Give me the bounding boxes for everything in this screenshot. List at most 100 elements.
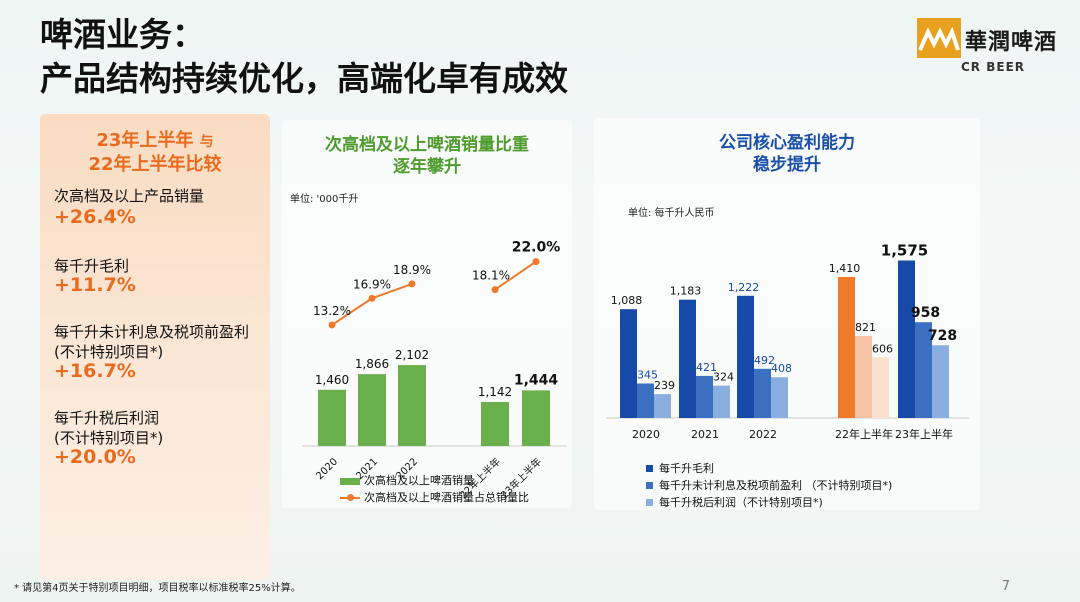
bar — [679, 299, 696, 418]
chart2-title: 公司核心盈利能力 稳步提升 — [719, 133, 855, 175]
logo-mark-icon — [917, 18, 961, 58]
bar-value-label: 492 — [754, 354, 775, 367]
share-label: 22.0% — [512, 240, 561, 256]
share-label: 13.2% — [313, 304, 351, 318]
bar — [872, 357, 889, 418]
metric-value: +26.4% — [54, 206, 136, 228]
metric-value: +11.7% — [54, 274, 136, 296]
bar-value-label: 821 — [855, 321, 876, 334]
chart1-svg: 1,46020201,86620212,10220221,14222年上半年1,… — [302, 240, 567, 501]
bar-value-label: 1,866 — [355, 357, 389, 371]
comparison-heading-line1: 23年上半年 与 — [40, 126, 270, 152]
bar — [318, 389, 346, 446]
bar — [737, 295, 754, 418]
bar-value-label: 958 — [911, 305, 940, 321]
bar — [771, 377, 788, 418]
bar-value-label: 728 — [928, 328, 957, 344]
bar-value-label: 1,142 — [478, 385, 512, 399]
legend-line-icon — [340, 494, 360, 501]
comparison-heading-connector: 与 — [199, 134, 214, 150]
legend-item-bar: 次高档及以上啤酒销量 — [340, 472, 529, 489]
bar — [915, 322, 932, 418]
legend-label: 每千升未计利息及税项前盈利 （不计特别项目*) — [659, 479, 893, 492]
bar-value-label: 1,222 — [728, 281, 760, 294]
x-tick-label: 2020 — [632, 428, 660, 441]
bar-value-label: 1,183 — [670, 285, 702, 298]
share-label: 18.1% — [472, 269, 510, 283]
metric-value: +20.0% — [54, 446, 136, 468]
legend-swatch-icon — [646, 482, 653, 489]
share-point — [328, 321, 336, 329]
x-tick-label: 22年上半年 — [835, 427, 893, 441]
premium-volume-chart-panel: 次高档及以上啤酒销量比重 逐年攀升 单位: '000千升 1,460 2020 1,… — [282, 120, 572, 508]
comparison-heading-period: 23年上半年 — [96, 130, 194, 151]
chart1-title: 次高档及以上啤酒销量比重 逐年攀升 — [325, 135, 529, 177]
legend-item: 每千升未计利息及税项前盈利 （不计特别项目*) — [646, 477, 892, 494]
bar — [398, 365, 426, 446]
bar — [481, 402, 509, 446]
bar — [838, 277, 855, 418]
bar — [855, 335, 872, 418]
bar-value-label: 1,575 — [881, 242, 928, 260]
metric-label: 每千升未计利息及税项前盈利 (不计特别项目*) — [54, 323, 250, 361]
legend-item-line: 次高档及以上啤酒销量占总销量比 — [340, 489, 529, 506]
bar-value-label: 1,460 — [315, 373, 349, 387]
share-label: 18.9% — [393, 263, 431, 277]
x-tick-label: 2020 — [314, 456, 340, 482]
page-title-line1: 啤酒业务： — [40, 15, 205, 54]
bar-value-label: 408 — [771, 362, 792, 375]
profitability-chart-panel: 公司核心盈利能力 稳步提升 单位: 每千升人民币 1,088 345 239 2020… — [594, 118, 980, 510]
page-title-line2: 产品结构持续优化，高端化卓有成效 — [40, 59, 568, 98]
share-point — [532, 258, 540, 266]
share-point — [368, 294, 376, 302]
metric-label: 每千升税后利润 (不计特别项目*) — [54, 409, 164, 447]
bar — [654, 394, 671, 418]
comparison-heading-line2: 22年上半年比较 — [88, 154, 222, 175]
page-number: 7 — [1001, 579, 1010, 594]
share-point — [408, 280, 416, 288]
x-tick-label: 23年上半年 — [895, 427, 953, 441]
chart1-legend: 次高档及以上啤酒销量 次高档及以上啤酒销量占总销量比 — [340, 472, 529, 506]
bar-value-label: 421 — [696, 361, 717, 374]
metric-label: 次高档及以上产品销量 — [54, 187, 205, 205]
bar — [620, 309, 637, 418]
bar — [898, 260, 915, 418]
bar-value-label: 324 — [713, 371, 734, 384]
legend-label: 次高档及以上啤酒销量 — [364, 474, 474, 487]
share-point — [491, 286, 499, 294]
legend-label: 次高档及以上啤酒销量占总销量比 — [364, 491, 529, 504]
share-line — [494, 260, 537, 291]
legend-swatch-icon — [646, 499, 653, 506]
x-tick-label: 2021 — [691, 428, 719, 441]
legend-label: 每千升税后利润（不计特别项目*) — [659, 496, 823, 509]
bar-value-label: 1,088 — [611, 294, 643, 307]
bar-value-label: 239 — [654, 379, 675, 392]
cr-beer-logo: 華潤啤酒 CR BEER — [917, 18, 1056, 80]
chart2-legend: 每千升毛利 每千升未计利息及税项前盈利 （不计特别项目*) 每千升税后利润（不计… — [646, 460, 892, 511]
chart1-unit: 单位: '000千升 — [290, 194, 359, 205]
bar — [696, 375, 713, 418]
bar-value-label: 345 — [637, 369, 658, 382]
bar — [932, 345, 949, 418]
footnote: * 请见第4页关于特别项目明细，项目税率以标准税率25%计算。 — [14, 583, 301, 594]
comparison-panel: 23年上半年 与 22年上半年比较 次高档及以上产品销量 +26.4% 每千升毛… — [40, 114, 270, 580]
legend-item: 每千升毛利 — [646, 460, 892, 477]
logo-name: 華潤啤酒 — [965, 30, 1058, 55]
bar-value-label: 1,444 — [514, 372, 559, 388]
bar — [713, 385, 730, 418]
bar — [358, 374, 386, 446]
bar — [522, 390, 550, 446]
bar-value-label: 2,102 — [395, 348, 429, 362]
legend-swatch-icon — [340, 477, 360, 485]
bar — [637, 383, 654, 418]
metric-label: 每千升毛利 — [54, 257, 130, 275]
bar — [754, 368, 771, 418]
bar-value-label: 606 — [872, 342, 893, 355]
x-tick-label: 2022 — [749, 428, 777, 441]
share-label: 16.9% — [353, 277, 391, 291]
logo-sub: CR BEER — [961, 60, 1026, 74]
legend-label: 每千升毛利 — [659, 462, 714, 475]
legend-item: 每千升税后利润（不计特别项目*) — [646, 494, 892, 511]
metric-value: +16.7% — [54, 360, 136, 382]
